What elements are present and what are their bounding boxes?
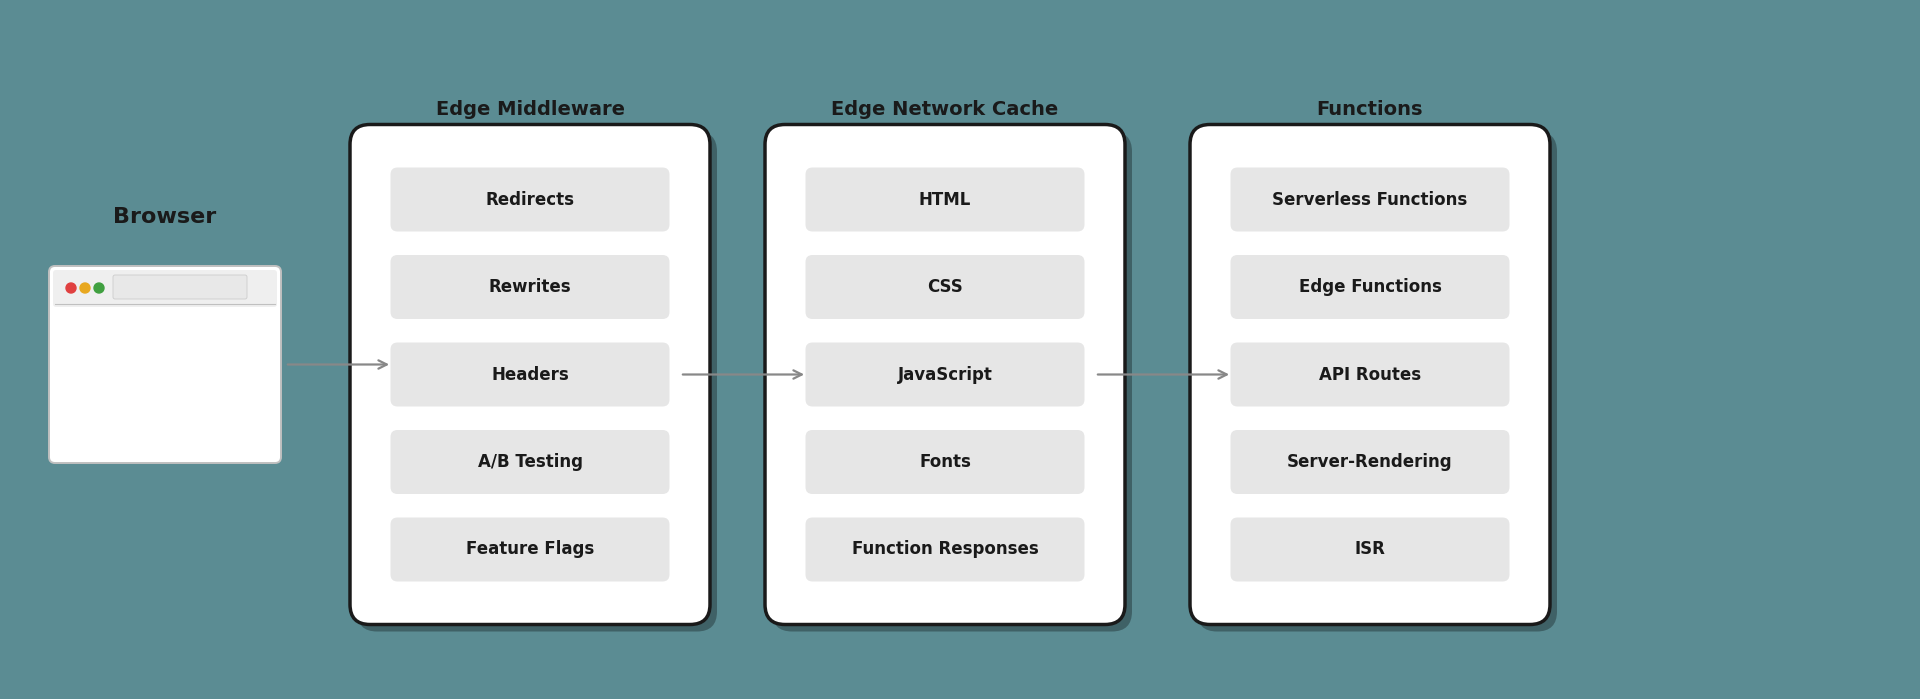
FancyBboxPatch shape bbox=[1190, 124, 1549, 624]
FancyBboxPatch shape bbox=[390, 430, 670, 494]
FancyBboxPatch shape bbox=[1231, 255, 1509, 319]
FancyBboxPatch shape bbox=[390, 255, 670, 319]
FancyBboxPatch shape bbox=[349, 124, 710, 624]
Text: Redirects: Redirects bbox=[486, 191, 574, 208]
Text: Edge Network Cache: Edge Network Cache bbox=[831, 100, 1058, 119]
Text: Headers: Headers bbox=[492, 366, 568, 384]
FancyBboxPatch shape bbox=[54, 270, 276, 307]
FancyBboxPatch shape bbox=[806, 343, 1085, 407]
Text: API Routes: API Routes bbox=[1319, 366, 1421, 384]
Text: Edge Middleware: Edge Middleware bbox=[436, 100, 624, 119]
Text: Server-Rendering: Server-Rendering bbox=[1286, 453, 1453, 471]
FancyBboxPatch shape bbox=[1231, 343, 1509, 407]
FancyBboxPatch shape bbox=[1231, 517, 1509, 582]
Text: A/B Testing: A/B Testing bbox=[478, 453, 582, 471]
Text: Fonts: Fonts bbox=[920, 453, 972, 471]
Text: Serverless Functions: Serverless Functions bbox=[1273, 191, 1467, 208]
FancyBboxPatch shape bbox=[357, 131, 716, 631]
Text: Browser: Browser bbox=[113, 207, 217, 227]
FancyBboxPatch shape bbox=[390, 343, 670, 407]
Text: ISR: ISR bbox=[1356, 540, 1386, 559]
Circle shape bbox=[65, 283, 77, 293]
Text: Feature Flags: Feature Flags bbox=[467, 540, 593, 559]
Circle shape bbox=[94, 283, 104, 293]
FancyBboxPatch shape bbox=[806, 430, 1085, 494]
Circle shape bbox=[81, 283, 90, 293]
FancyBboxPatch shape bbox=[113, 275, 248, 299]
Text: HTML: HTML bbox=[920, 191, 972, 208]
FancyBboxPatch shape bbox=[764, 124, 1125, 624]
FancyBboxPatch shape bbox=[390, 168, 670, 231]
Text: Function Responses: Function Responses bbox=[852, 540, 1039, 559]
Text: CSS: CSS bbox=[927, 278, 962, 296]
Text: Rewrites: Rewrites bbox=[490, 278, 572, 296]
FancyBboxPatch shape bbox=[806, 517, 1085, 582]
FancyBboxPatch shape bbox=[50, 266, 280, 463]
FancyBboxPatch shape bbox=[1231, 168, 1509, 231]
FancyBboxPatch shape bbox=[806, 255, 1085, 319]
Text: JavaScript: JavaScript bbox=[897, 366, 993, 384]
Text: Edge Functions: Edge Functions bbox=[1298, 278, 1442, 296]
FancyBboxPatch shape bbox=[1196, 131, 1557, 631]
FancyBboxPatch shape bbox=[806, 168, 1085, 231]
Text: Functions: Functions bbox=[1317, 100, 1423, 119]
FancyBboxPatch shape bbox=[1231, 430, 1509, 494]
FancyBboxPatch shape bbox=[772, 131, 1133, 631]
FancyBboxPatch shape bbox=[390, 517, 670, 582]
